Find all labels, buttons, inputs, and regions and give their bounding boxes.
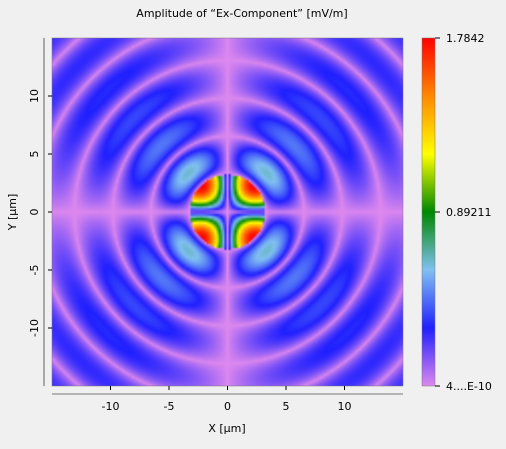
colorbar-ticks: 1.7842 0.89211 4....E-10 bbox=[435, 32, 492, 393]
y-tick-label: -5 bbox=[28, 265, 41, 276]
y-axis: -10 -5 0 5 10 bbox=[28, 38, 52, 386]
y-tick-label: 0 bbox=[28, 209, 41, 216]
chart-title: Amplitude of “Ex-Component” [mV/m] bbox=[136, 7, 347, 20]
x-tick-label: -10 bbox=[102, 400, 120, 413]
x-tick-label: 10 bbox=[338, 400, 352, 413]
colorbar-gradient bbox=[421, 37, 436, 387]
x-axis: -10 -5 0 5 10 bbox=[52, 386, 403, 413]
y-axis-label: Y [µm] bbox=[6, 194, 19, 232]
colorbar-tick-label: 4....E-10 bbox=[446, 380, 492, 393]
x-tick-label: -5 bbox=[164, 400, 175, 413]
colorbar-tick-label: 0.89211 bbox=[446, 206, 492, 219]
x-tick-label: 5 bbox=[283, 400, 290, 413]
y-tick-label: 10 bbox=[28, 89, 41, 103]
y-tick-label: -10 bbox=[28, 319, 41, 337]
heatmap-image bbox=[52, 38, 403, 386]
x-tick-label: 0 bbox=[224, 400, 231, 413]
y-tick-label: 5 bbox=[28, 151, 41, 158]
heatmap-plot bbox=[51, 37, 404, 387]
x-axis-label: X [µm] bbox=[208, 422, 245, 435]
colorbar bbox=[421, 37, 436, 387]
colorbar-tick-label: 1.7842 bbox=[446, 32, 485, 45]
